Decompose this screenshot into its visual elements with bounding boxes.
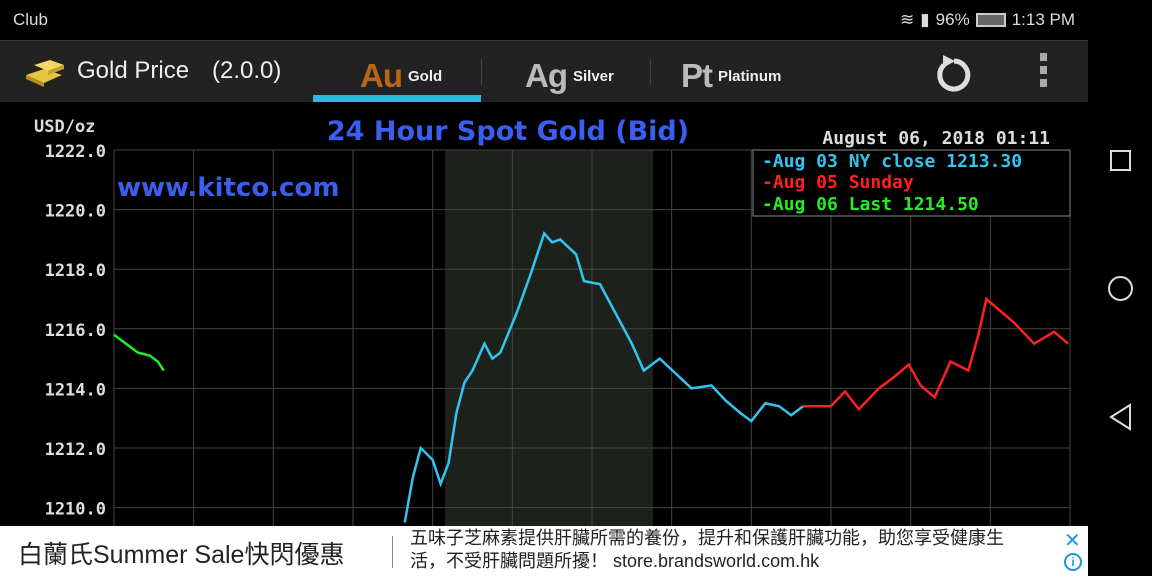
chart-timestamp: August 06, 2018 01:11 bbox=[822, 128, 1050, 149]
y-tick-label: 1210.0 bbox=[45, 500, 106, 520]
legend-last: -Aug 06 Last 1214.50 bbox=[762, 194, 979, 215]
y-tick-label: 1220.0 bbox=[45, 202, 106, 222]
overflow-menu-icon[interactable] bbox=[1036, 53, 1050, 93]
signal-icon: ▮ bbox=[920, 10, 930, 29]
divider bbox=[481, 59, 482, 85]
series-line-1 bbox=[403, 230, 804, 523]
tab-gold[interactable]: Au Gold bbox=[360, 49, 442, 103]
tab-symbol: Pt bbox=[681, 57, 713, 94]
y-tick-label: 1218.0 bbox=[45, 261, 106, 281]
watermark: www.kitco.com bbox=[117, 173, 339, 203]
ad-body[interactable]: 五味子芝麻素提供肝臟所需的養份，提升和保護肝臟功能，助您享受健康生活，不受肝臟問… bbox=[410, 528, 1004, 571]
battery-icon bbox=[975, 13, 1006, 27]
app-title: Gold Price bbox=[77, 57, 190, 84]
ad-close-icon[interactable]: ✕ bbox=[1064, 530, 1081, 552]
active-tab-indicator bbox=[313, 95, 481, 103]
divider bbox=[650, 59, 651, 85]
recents-button[interactable] bbox=[1110, 150, 1131, 171]
tab-label: Gold bbox=[408, 67, 443, 85]
clock: 1:13 PM bbox=[1011, 10, 1075, 29]
divider bbox=[392, 536, 393, 568]
ad-info-icon[interactable]: i bbox=[1064, 553, 1082, 571]
carrier-label: Club bbox=[13, 10, 48, 29]
tab-symbol: Ag bbox=[525, 57, 568, 94]
refresh-icon[interactable] bbox=[930, 51, 974, 95]
app-bar: Gold Price (2.0.0) Au Gold Ag Silver Pt … bbox=[0, 40, 1088, 103]
chart-title: 24 Hour Spot Gold (Bid) bbox=[327, 116, 689, 147]
battery-percent: 96% bbox=[935, 10, 970, 29]
tab-platinum[interactable]: Pt Platinum bbox=[681, 49, 781, 103]
series-line-2 bbox=[803, 296, 1069, 412]
y-axis-label: USD/oz bbox=[34, 117, 95, 137]
y-tick-label: 1212.0 bbox=[45, 440, 106, 460]
android-nav-bar bbox=[1088, 0, 1152, 576]
legend-box bbox=[752, 149, 1071, 217]
night-shading bbox=[445, 150, 653, 576]
series-line-0 bbox=[113, 333, 165, 372]
legend-ny-close: -Aug 03 NY close 1213.30 bbox=[762, 151, 1022, 172]
gold-bars-icon bbox=[26, 60, 64, 87]
y-tick-label: 1222.0 bbox=[45, 142, 106, 162]
back-button[interactable] bbox=[1108, 403, 1134, 431]
legend-sunday: -Aug 05 Sunday bbox=[762, 172, 914, 193]
status-bar: Club ≋ ▮ 96% 1:13 PM bbox=[0, 0, 1088, 40]
tab-symbol: Au bbox=[360, 57, 403, 94]
y-tick-label: 1216.0 bbox=[45, 321, 106, 341]
ad-banner[interactable]: 白蘭氏Summer Sale快閃優惠 五味子芝麻素提供肝臟所需的養份，提升和保護… bbox=[0, 526, 1088, 576]
wifi-icon: ≋ bbox=[900, 10, 915, 29]
home-button[interactable] bbox=[1108, 276, 1133, 301]
price-chart: USD/oz 24 Hour Spot Gold (Bid) www.kitco… bbox=[0, 102, 1088, 576]
tab-label: Silver bbox=[573, 67, 614, 85]
tab-label: Platinum bbox=[718, 67, 782, 85]
y-tick-label: 1214.0 bbox=[45, 380, 106, 400]
ad-headline[interactable]: 白蘭氏Summer Sale快閃優惠 bbox=[18, 541, 345, 569]
tab-silver[interactable]: Ag Silver bbox=[525, 49, 614, 103]
app-version: (2.0.0) bbox=[212, 57, 282, 84]
